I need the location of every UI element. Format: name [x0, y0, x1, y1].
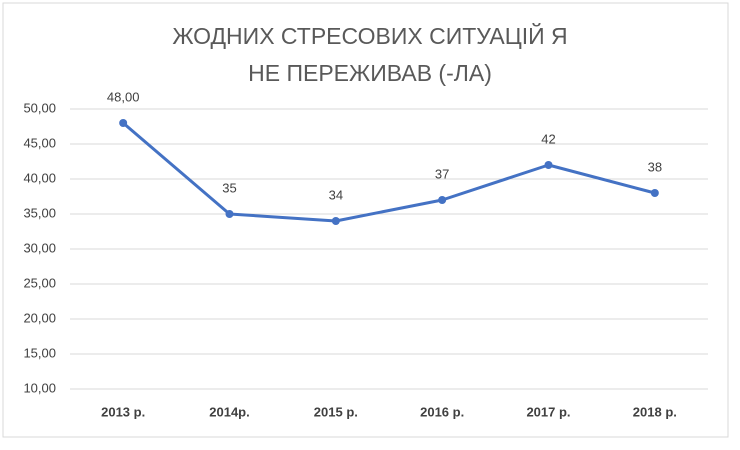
y-tick-label: 10,00 [23, 380, 56, 395]
x-tick-label: 2014р. [209, 404, 249, 419]
chart-border [2, 2, 729, 438]
data-point [225, 210, 234, 218]
data-label: 37 [435, 166, 449, 181]
data-label: 34 [329, 187, 343, 202]
x-tick-label: 2017 р. [526, 404, 570, 419]
data-point [331, 217, 340, 225]
data-line [122, 121, 656, 223]
data-label: 42 [541, 131, 555, 146]
y-tick-label: 25,00 [23, 275, 56, 290]
y-tick-label: 30,00 [23, 240, 56, 255]
x-tick-label: 2015 р. [314, 404, 358, 419]
y-tick-label: 50,00 [23, 100, 56, 115]
data-label: 35 [222, 180, 236, 195]
x-tick-label: 2013 р. [101, 404, 145, 419]
y-tick-label: 35,00 [23, 205, 56, 220]
x-tick-label: 2016 р. [420, 404, 464, 419]
data-label: 38 [648, 159, 662, 174]
y-tick-label: 20,00 [23, 310, 56, 325]
chart-title: ЖОДНИХ СТРЕСОВИХ СИТУАЦІЙ Я НЕ ПЕРЕЖИВАВ… [172, 23, 568, 86]
data-point [650, 189, 659, 197]
y-tick-label: 40,00 [23, 170, 56, 185]
x-tick-label: 2018 р. [633, 404, 677, 419]
data-point [544, 161, 553, 169]
y-tick-label: 45,00 [23, 135, 56, 150]
y-tick-label: 15,00 [23, 345, 56, 360]
data-point [438, 196, 447, 204]
data-point [119, 119, 128, 127]
data-label: 48,00 [107, 89, 140, 104]
